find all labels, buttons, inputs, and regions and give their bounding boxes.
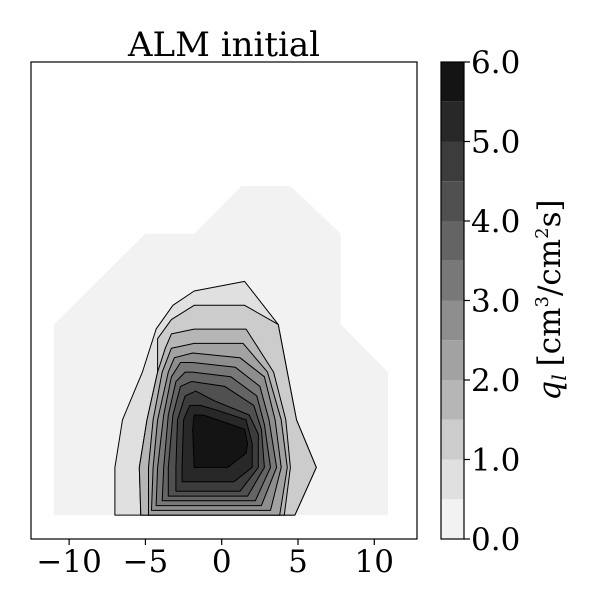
colorbar-segment [441,141,464,182]
colorbar-segment [441,62,464,102]
colorbar-segment [441,300,464,341]
colorbar-segments [441,62,464,539]
chart-title: ALM initial [127,25,320,65]
colorbar-segment [441,181,464,221]
colorbar-segment [441,340,464,380]
colorbar-segment [441,260,464,301]
colorbar-tick-label: 0.0 [471,522,520,558]
x-axis: −10 −5 0 5 10 [36,539,394,580]
x-tick-label: −10 [36,544,101,580]
colorbar-tick-label: 2.0 [471,363,520,399]
x-tick-label: 5 [288,544,308,580]
x-tick-label: 0 [212,544,232,580]
colorbar: 0.0 1.0 2.0 3.0 4.0 5.0 6.0 ql[cm3/cm2s] [440,45,571,558]
contour-region-level-5-5 [192,414,249,468]
colorbar-tick-label: 6.0 [471,45,520,81]
colorbar-tick-label: 3.0 [471,284,520,320]
colorbar-tick-label: 5.0 [471,125,520,161]
colorbar-segment [441,221,464,261]
plot-border [30,61,418,540]
colorbar-segment [441,419,464,460]
colorbar-tick-label: 4.0 [471,204,520,240]
colorbar-segment [441,459,464,500]
colorbar-segment [441,499,464,539]
contour-layer [53,186,389,516]
colorbar-segment [441,101,464,142]
x-tick-label: −5 [123,544,169,580]
colorbar-segment [441,380,464,420]
colorbar-tick-label: 1.0 [471,443,520,479]
x-tick-label: 10 [355,544,394,580]
colorbar-label: ql[cm3/cm2s] [532,199,571,400]
plot-area: −10 −5 0 5 10 [30,61,418,580]
colorbar-ticks: 0.0 1.0 2.0 3.0 4.0 5.0 6.0 [464,45,520,558]
